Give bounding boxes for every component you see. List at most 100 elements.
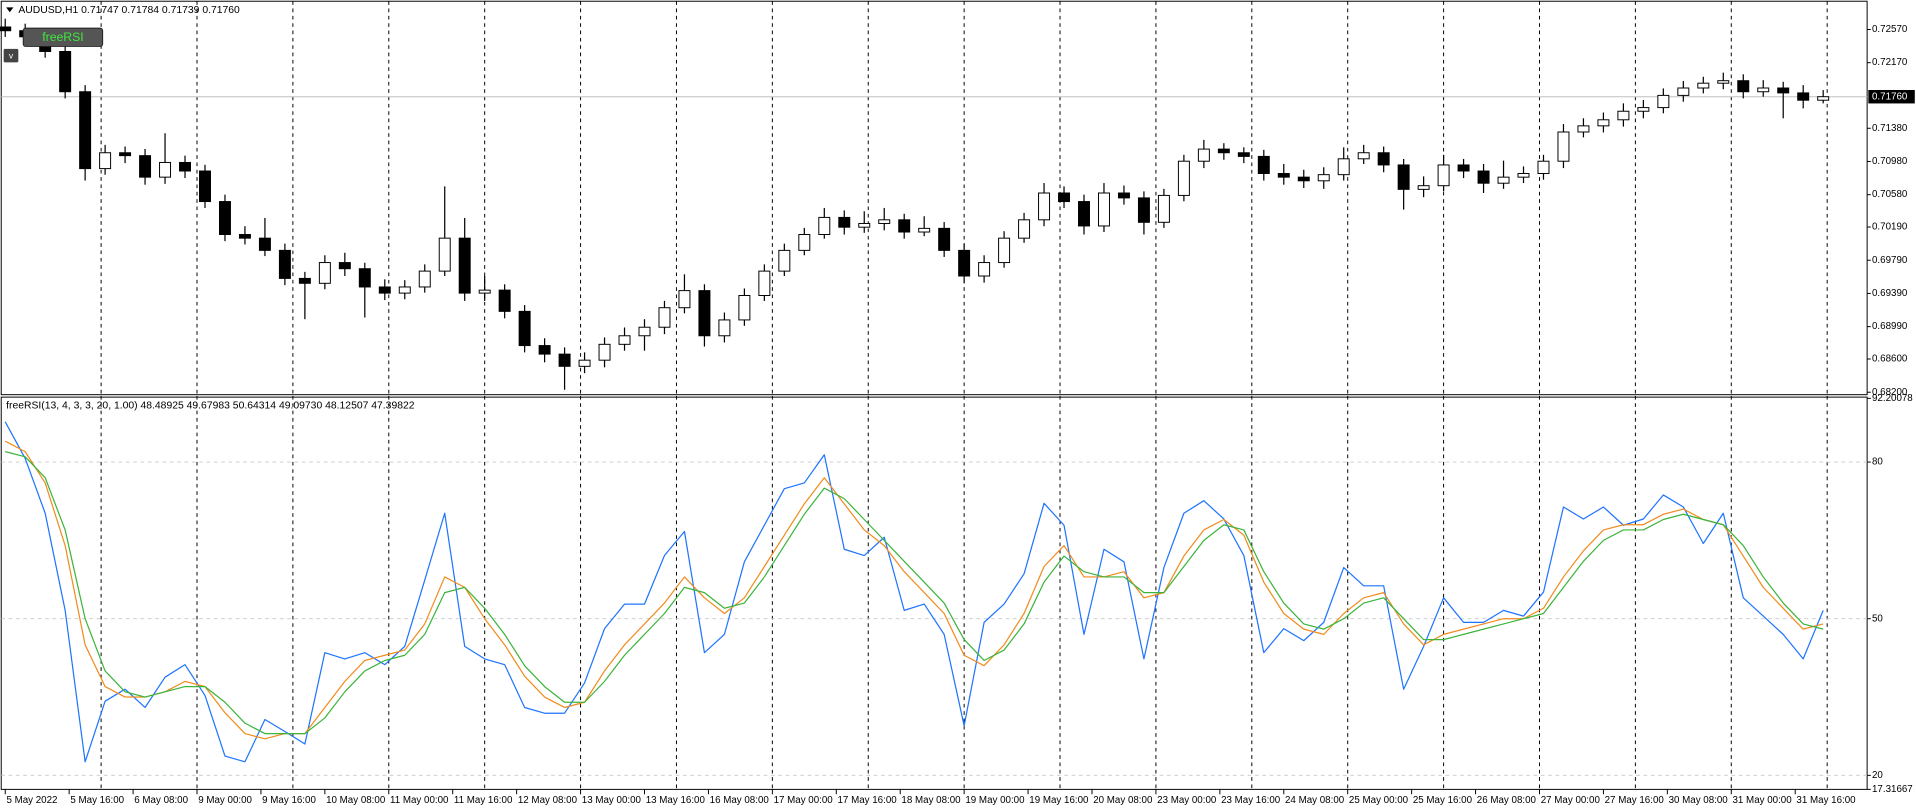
- candle-body: [1717, 80, 1730, 84]
- candle-body: [918, 227, 931, 233]
- y-tick-label: 92.20078: [1872, 393, 1913, 404]
- candle-body: [1217, 148, 1230, 154]
- candle-body: [738, 295, 751, 321]
- candle-body: [1277, 173, 1290, 178]
- candle-body: [159, 161, 172, 178]
- candle-body: [1097, 192, 1110, 227]
- candle-body: [1517, 173, 1530, 178]
- candle-body: [1797, 92, 1810, 101]
- candle-body: [79, 91, 92, 170]
- candle-body: [1477, 170, 1490, 184]
- candle-body: [1317, 174, 1330, 182]
- candle-body: [278, 249, 291, 279]
- candle-body: [998, 237, 1011, 264]
- symbol-header: AUDUSD,H1 0.71747 0.71784 0.71739 0.7176…: [18, 5, 240, 16]
- candle-body: [558, 353, 571, 367]
- y-tick-label: 80: [1872, 457, 1883, 468]
- x-tick-label: 17 May 00:00: [774, 795, 834, 806]
- x-tick-label: 30 May 08:00: [1669, 795, 1729, 806]
- y-tick-label: 0.72170: [1872, 57, 1908, 68]
- indicator-line: [4, 440, 1824, 740]
- y-tick-label: 17.31667: [1872, 784, 1913, 795]
- x-tick-label: 11 May 16:00: [454, 795, 513, 806]
- candle-body: [578, 359, 591, 367]
- price-panel: [0, 0, 1868, 396]
- y-tick-label: 50: [1872, 613, 1883, 624]
- candle-body: [1557, 131, 1570, 162]
- candle-body: [139, 155, 152, 178]
- candle-body: [618, 335, 631, 345]
- x-tick-label: 17 May 16:00: [838, 795, 898, 806]
- candle-body: [858, 222, 871, 228]
- x-tick-label: 13 May 00:00: [582, 795, 642, 806]
- y-tick-label: 0.69390: [1872, 288, 1908, 299]
- candle-body: [838, 216, 851, 228]
- candle-body: [698, 290, 711, 337]
- candle-body: [898, 219, 911, 233]
- candle-body: [1197, 148, 1210, 162]
- candle-body: [598, 343, 611, 361]
- candle-body: [218, 201, 231, 235]
- candle-body: [1337, 158, 1350, 176]
- x-tick-label: 19 May 00:00: [965, 795, 1025, 806]
- candle-body: [758, 270, 771, 297]
- candle-body: [1257, 155, 1270, 174]
- candle-body: [778, 249, 791, 272]
- candle-body: [678, 290, 691, 309]
- x-tick-label: 24 May 08:00: [1285, 795, 1345, 806]
- x-tick-label: 20 May 08:00: [1093, 795, 1153, 806]
- y-tick-label: 0.68990: [1872, 321, 1908, 332]
- candle-body: [1058, 192, 1071, 203]
- candle-body: [1657, 94, 1670, 109]
- menu-button[interactable]: [3, 48, 19, 63]
- y-tick-label: 0.70980: [1872, 156, 1908, 167]
- x-tick-label: 27 May 16:00: [1605, 795, 1665, 806]
- y-tick-label: 0.68200: [1872, 387, 1908, 398]
- candle-body: [398, 286, 411, 294]
- x-tick-label: 13 May 16:00: [646, 795, 706, 806]
- candle-body: [119, 152, 132, 157]
- candle-body: [1117, 192, 1130, 199]
- candle-body: [1537, 160, 1550, 174]
- candle-body: [1297, 176, 1310, 182]
- collapse-arrow[interactable]: [6, 7, 14, 13]
- candle-body: [498, 289, 511, 312]
- candle-body: [1637, 107, 1650, 112]
- menu-button-label[interactable]: v: [9, 50, 14, 60]
- candle-body: [418, 270, 431, 288]
- candle-body: [1697, 82, 1710, 89]
- candle-body: [638, 326, 651, 337]
- candle-body: [59, 50, 72, 93]
- candle-body: [878, 219, 891, 224]
- candle-body: [0, 26, 12, 32]
- x-tick-label: 27 May 00:00: [1541, 795, 1601, 806]
- candle-body: [1597, 119, 1610, 127]
- x-tick-label: 26 May 08:00: [1477, 795, 1537, 806]
- candle-body: [938, 227, 951, 251]
- candle-body: [1417, 185, 1430, 190]
- x-tick-label: 11 May 00:00: [390, 795, 449, 806]
- candle-body: [238, 234, 251, 239]
- x-tick-label: 25 May 00:00: [1349, 795, 1409, 806]
- x-tick-label: 16 May 08:00: [710, 795, 770, 806]
- indicator-button-label[interactable]: freeRSI: [42, 30, 83, 44]
- candle-body: [1177, 160, 1190, 196]
- candle-body: [1677, 87, 1690, 96]
- candle-body: [478, 289, 491, 294]
- candle-body: [818, 216, 831, 235]
- candle-body: [1018, 219, 1031, 239]
- y-tick-label: 0.72570: [1872, 24, 1908, 35]
- x-tick-label: 23 May 00:00: [1157, 795, 1217, 806]
- candle-body: [358, 268, 371, 288]
- candle-body: [1078, 201, 1090, 227]
- indicator-button[interactable]: [22, 27, 104, 47]
- candle-body: [1157, 194, 1170, 223]
- candle-body: [318, 262, 331, 284]
- x-tick-label: 12 May 08:00: [518, 795, 578, 806]
- candle-body: [179, 161, 191, 172]
- candle-body: [378, 286, 391, 294]
- x-tick-label: 18 May 08:00: [901, 795, 961, 806]
- indicator-header: freeRSI(13, 4, 3, 3, 20, 1.00) 48.48925 …: [6, 400, 415, 411]
